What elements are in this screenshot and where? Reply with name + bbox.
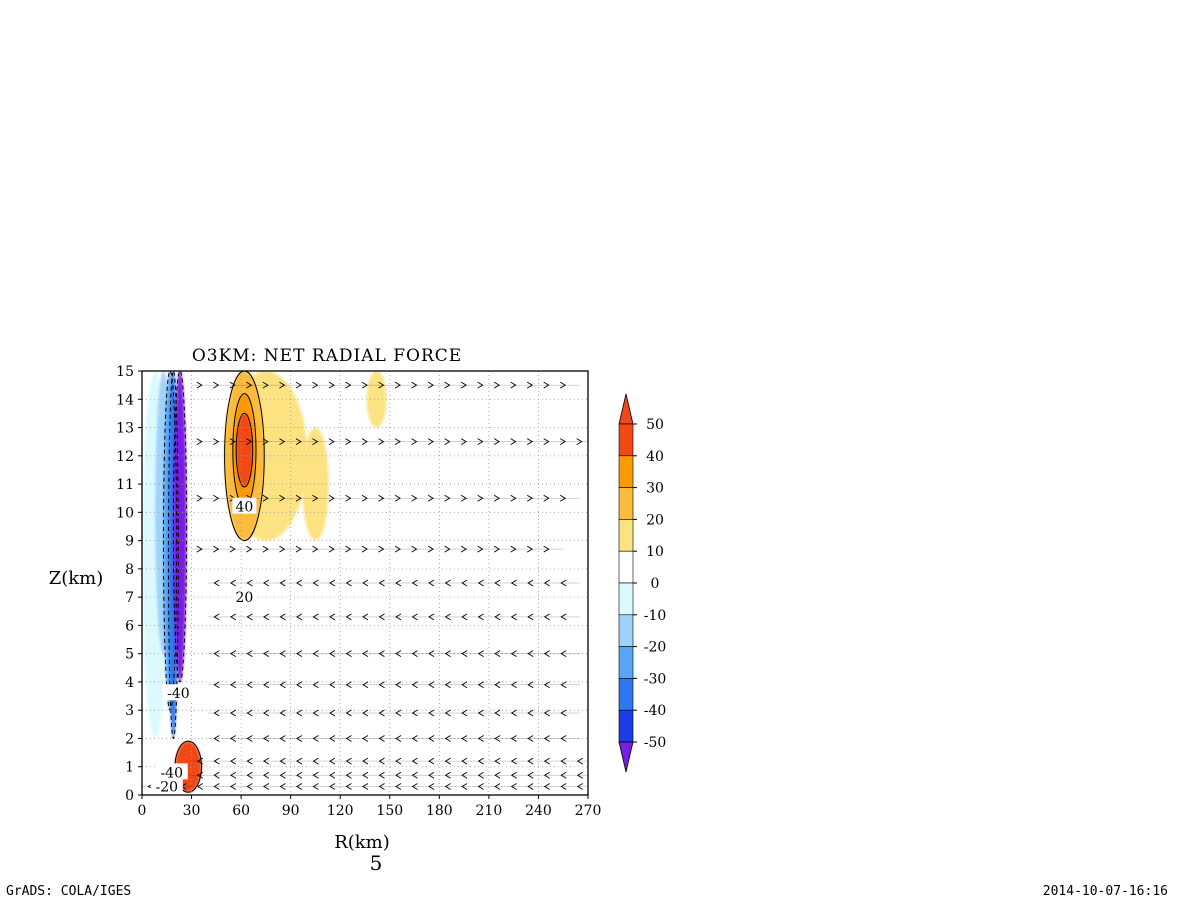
shaded-region-8 (236, 413, 253, 487)
colorbar-bin-2 (618, 487, 634, 520)
y-tick-label-9: 9 (125, 534, 134, 550)
wind-vector-row-0 (191, 381, 580, 389)
colorbar-label-7: -20 (644, 640, 667, 656)
y-tick-label-13: 13 (116, 421, 134, 437)
colorbar-label-8: -30 (644, 671, 667, 687)
x-axis-label: R(km) (334, 832, 390, 853)
wind-vector-row-12 (142, 783, 588, 790)
y-tick-label-5: 5 (125, 647, 134, 663)
colorbar-label-2: 30 (646, 481, 664, 497)
contour-line-1 (167, 371, 179, 739)
shaded-field-layer (142, 371, 387, 793)
y-tick-label-14: 14 (116, 392, 134, 408)
colorbar-bin-7 (618, 646, 634, 679)
colorbar-label-5: 0 (651, 576, 660, 592)
colorbar-bin-8 (618, 678, 634, 711)
wind-vector-row-3 (191, 545, 564, 553)
wind-vector-layer (142, 381, 588, 790)
contour-line-5 (235, 412, 254, 488)
colorbar: 50 40 30 20 10 0 -10 -20 -30 -40 -50 (618, 393, 667, 773)
wind-vector-row-5 (208, 613, 580, 621)
x-tick-label-8: 240 (525, 803, 552, 819)
colorbar-label-1: 40 (646, 449, 664, 465)
contour-label-2: -40 (167, 686, 190, 702)
y-tick-label-1: 1 (125, 760, 134, 776)
colorbar-under-triangle (618, 741, 634, 773)
colorbar-label-4: 10 (646, 544, 664, 560)
contour-label-0: 40 (236, 500, 254, 516)
x-tick-label-2: 60 (232, 803, 250, 819)
x-tick-label-6: 180 (426, 803, 453, 819)
contour-label-bg-4 (150, 777, 183, 794)
wind-vector-row-1 (191, 438, 588, 446)
colorbar-label-0: 50 (646, 417, 664, 433)
wind-vector-row-9 (208, 735, 580, 742)
x-tick-label-5: 150 (376, 803, 403, 819)
x-tick-label-4: 120 (327, 803, 354, 819)
y-tick-label-15: 15 (116, 364, 134, 380)
colorbar-label-6: -10 (644, 608, 667, 624)
plot-frame (141, 370, 589, 796)
y-tick-label-7: 7 (125, 590, 134, 606)
colorbar-label-10: -50 (644, 735, 667, 751)
colorbar-bin-6 (618, 614, 634, 647)
wind-vector-row-8 (208, 709, 580, 717)
contour-label-bg-2 (162, 684, 195, 701)
y-tick-label-10: 10 (116, 505, 134, 521)
contour-label-bg-0 (232, 497, 257, 514)
y-tick-label-0: 0 (125, 788, 134, 804)
footer-right-text: 2014-10-07-16:16 (1043, 884, 1168, 899)
y-tick-label-6: 6 (125, 618, 134, 634)
contour-label-bg-1 (232, 588, 257, 605)
contour-line-2 (172, 371, 188, 683)
chart-title: O3KM: NET RADIAL FORCE (192, 346, 462, 366)
y-tick-label-11: 11 (116, 477, 134, 493)
colorbar-over-triangle (618, 393, 634, 425)
wind-vector-row-7 (208, 681, 580, 689)
panel-number: 5 (370, 851, 383, 875)
contour-label-1: 20 (236, 590, 254, 606)
x-tick-label-7: 210 (476, 803, 503, 819)
colorbar-bin-5 (618, 582, 634, 616)
contour-label-3: -40 (160, 765, 183, 781)
colorbar-label-3: 20 (646, 512, 664, 528)
footer-left-text: GrADS: COLA/IGES (6, 884, 131, 899)
wind-vector-row-10 (191, 757, 588, 765)
contour-label-4: -20 (156, 780, 179, 796)
x-tick-label-9: 270 (575, 803, 602, 819)
shaded-region-10 (366, 371, 387, 428)
wind-vector-row-6 (208, 650, 580, 658)
colorbar-bin-1 (618, 455, 634, 488)
y-tick-label-4: 4 (125, 675, 134, 691)
colorbar-bin-9 (618, 709, 634, 743)
y-tick-label-8: 8 (125, 562, 134, 578)
colorbar-label-9: -40 (644, 703, 667, 719)
y-tick-label-3: 3 (125, 703, 134, 719)
x-tick-label-0: 0 (138, 803, 147, 819)
y-tick-label-12: 12 (116, 449, 134, 465)
colorbar-bin-0 (618, 423, 634, 457)
x-tick-label-1: 30 (183, 803, 201, 819)
y-axis-label: Z(km) (49, 568, 104, 589)
wind-vector-row-11 (175, 771, 588, 779)
wind-vector-row-4 (208, 579, 580, 587)
x-axis: 0 30 60 90 120 150 180 210 240 270 (138, 795, 602, 819)
colorbar-bin-3 (618, 519, 634, 552)
x-tick-label-3: 90 (282, 803, 300, 819)
contour-line-3 (224, 371, 265, 542)
colorbar-bin-4 (618, 550, 634, 584)
contour-label-bg-3 (155, 763, 188, 780)
y-tick-label-2: 2 (125, 731, 134, 747)
